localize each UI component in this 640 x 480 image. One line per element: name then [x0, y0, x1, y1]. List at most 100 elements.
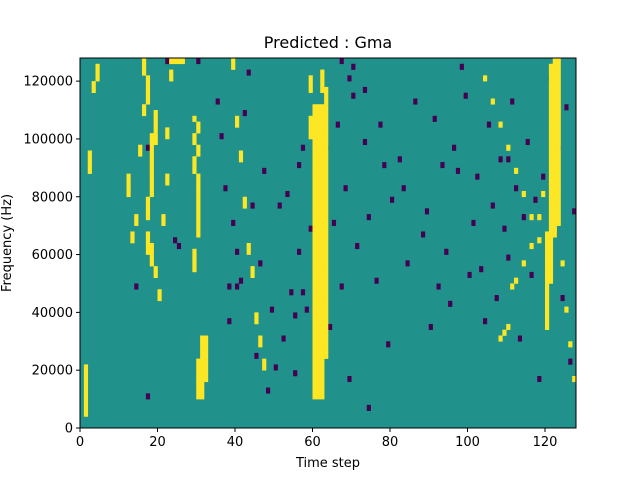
heatmap-cell-high [552, 196, 557, 203]
heatmap-cell-high [320, 289, 325, 296]
heatmap-cell-high [153, 266, 158, 273]
heatmap-cell-high [316, 173, 321, 180]
heatmap-cell-high [142, 104, 147, 111]
heatmap-cell-low [452, 144, 457, 151]
x-tick-label: 120 [533, 435, 558, 450]
heatmap-cell-high [316, 300, 321, 307]
heatmap-cell-high [556, 138, 561, 146]
heatmap-cell-high [572, 375, 577, 383]
heatmap-cell-high [556, 144, 561, 151]
heatmap-cell-low [517, 335, 523, 342]
heatmap-cell-high [521, 190, 526, 198]
heatmap-cell-high [324, 289, 329, 296]
heatmap-cell-high [142, 69, 147, 76]
heatmap-cell-high [545, 306, 550, 313]
heatmap-cell-high [192, 162, 197, 169]
heatmap-cell-high [165, 173, 170, 180]
heatmap-cell-high [320, 318, 325, 325]
heatmap-cell-high [196, 381, 201, 388]
heatmap-cell-high [126, 173, 131, 180]
heatmap-cell-high [320, 179, 325, 186]
heatmap-cell-low [525, 138, 530, 146]
heatmap-cell-low [374, 277, 379, 284]
heatmap-cell-high [556, 173, 561, 180]
y-tick-label: 80000 [32, 190, 73, 205]
heatmap-cell-high [320, 138, 325, 146]
heatmap-cell-high [204, 335, 209, 342]
heatmap-cell-high [324, 277, 329, 284]
heatmap-cell-high [320, 300, 325, 307]
heatmap-cell-high [548, 110, 554, 117]
heatmap-cell-high [545, 271, 550, 278]
heatmap-cell-high [545, 248, 550, 255]
heatmap-cell-high [324, 318, 329, 325]
heatmap-cell-high [324, 266, 329, 273]
heatmap-cell-high [316, 318, 321, 325]
heatmap-cell-low [366, 214, 371, 221]
heatmap-cell-low [390, 196, 395, 203]
heatmap-cell-low [428, 323, 433, 331]
heatmap-cell-high [308, 133, 313, 140]
heatmap-cell-high [145, 248, 151, 255]
chart-title: Predicted : Gma [264, 33, 392, 52]
heatmap-cell-high [312, 295, 317, 302]
heatmap-cell-high [552, 190, 557, 198]
heatmap-cell-high [145, 81, 151, 88]
heatmap-cell-high [200, 364, 205, 371]
heatmap-cell-low [219, 133, 224, 140]
heatmap-cell-low [304, 306, 309, 313]
heatmap-cell-high [324, 231, 329, 238]
heatmap-cell-high [320, 173, 325, 180]
heatmap-cell-low [378, 121, 383, 128]
heatmap-cell-high [552, 86, 557, 93]
heatmap-cell-high [173, 58, 178, 65]
heatmap-cell-high [548, 231, 554, 238]
heatmap-cell-low [297, 248, 302, 255]
heatmap-cell-high [196, 127, 201, 134]
heatmap-cell-high [545, 237, 550, 244]
heatmap-cell-high [312, 231, 317, 238]
heatmap-cell-high [312, 185, 317, 192]
heatmap-cell-high [502, 329, 507, 336]
x-tick-label: 40 [227, 435, 244, 450]
heatmap-cell-high [308, 86, 313, 93]
heatmap-cell-high [83, 393, 89, 400]
heatmap-cell-low [250, 202, 255, 209]
heatmap-cell-high [192, 138, 197, 146]
heatmap-cell-high [552, 121, 557, 128]
heatmap-cell-high [556, 156, 561, 163]
heatmap-cell-high [316, 133, 321, 140]
heatmap-cell-low [235, 283, 240, 290]
heatmap-cell-high [126, 185, 131, 192]
heatmap-cell-high [548, 63, 554, 70]
heatmap-cell-high [548, 254, 554, 261]
y-tick-label: 60000 [32, 248, 73, 263]
heatmap-cell-high [324, 243, 329, 250]
heatmap-cell-low [281, 335, 286, 342]
heatmap-cell-high [238, 156, 244, 163]
heatmap-cell-high [316, 167, 321, 174]
heatmap-cell-low [564, 104, 569, 111]
heatmap-cell-high [161, 219, 166, 226]
heatmap-cell-high [320, 243, 325, 250]
heatmap-cell-high [316, 277, 321, 284]
heatmap-cell-low [572, 208, 577, 215]
heatmap-cell-high [548, 138, 554, 146]
heatmap-cell-high [126, 190, 131, 198]
heatmap-cell-high [320, 196, 325, 203]
heatmap-cell-high [238, 150, 244, 157]
heatmap-cell-high [145, 196, 151, 203]
heatmap-cell-high [312, 162, 317, 169]
heatmap-cell-high [153, 127, 158, 134]
heatmap-cell-high [548, 277, 554, 284]
heatmap-cell-low [231, 219, 236, 226]
heatmap-cell-high [552, 63, 557, 70]
heatmap-cell-high [200, 335, 205, 342]
heatmap-cell-high [316, 254, 321, 261]
heatmap-cell-high [169, 75, 174, 82]
heatmap-cell-high [324, 86, 329, 93]
heatmap-cell-high [552, 225, 557, 232]
heatmap-cell-high [312, 306, 317, 313]
heatmap-cell-high [324, 347, 329, 354]
heatmap-cell-high [312, 266, 317, 273]
